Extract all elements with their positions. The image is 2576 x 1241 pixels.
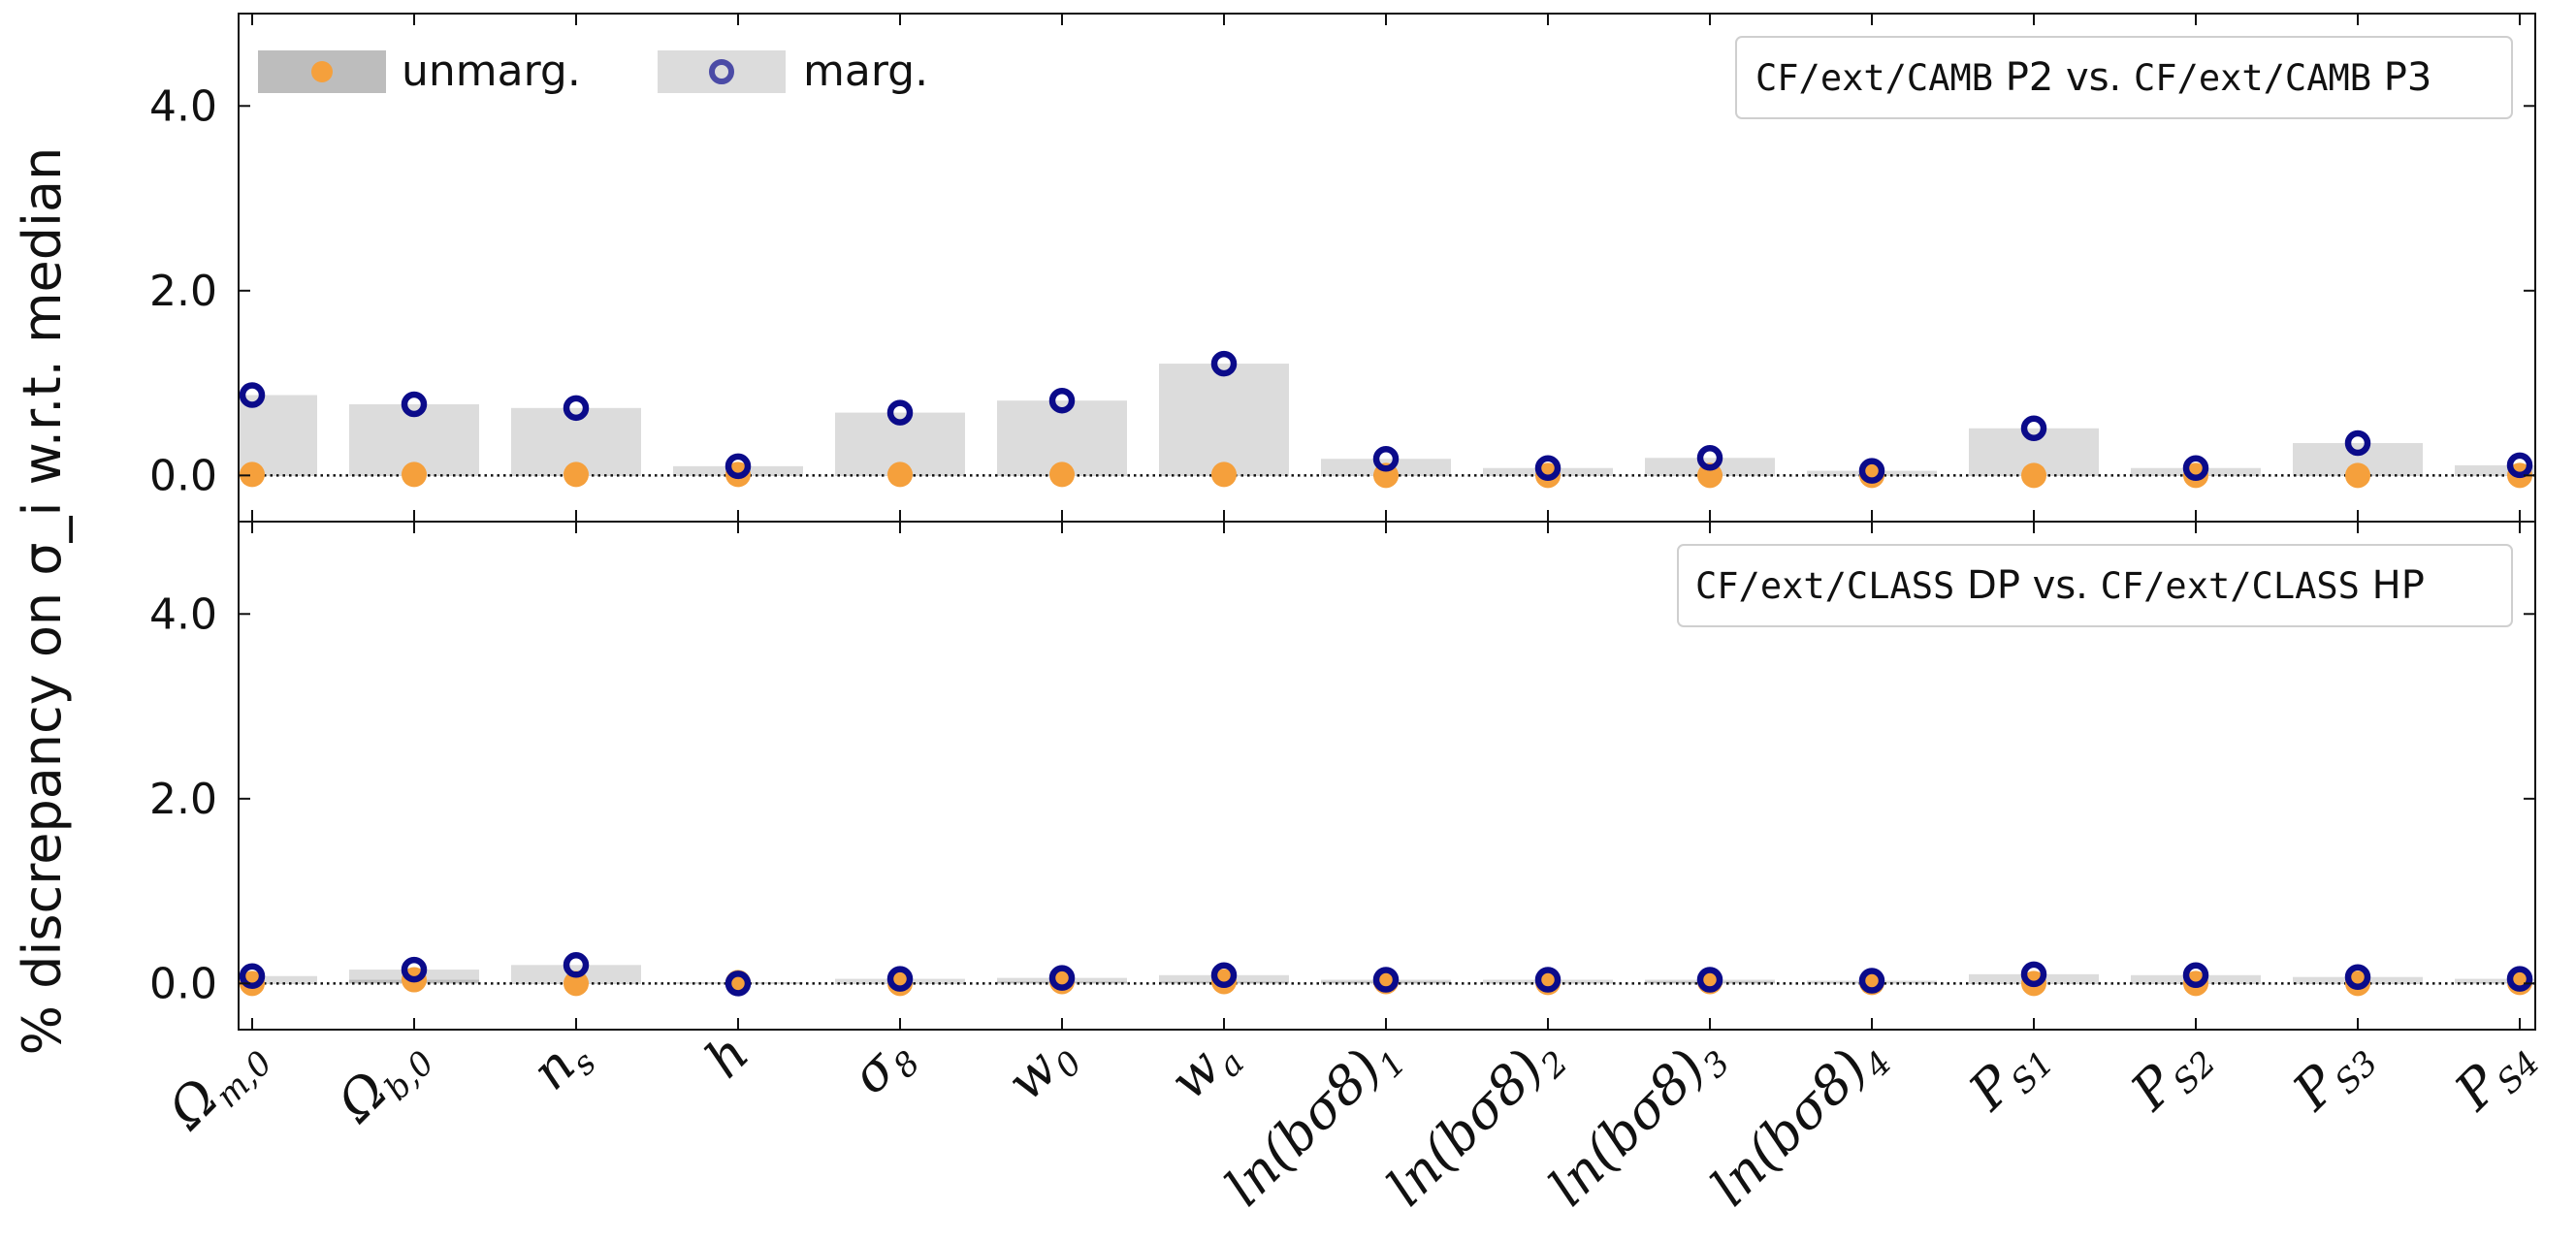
svg-text:CF/ext/CAMB P2 vs. CF/ext/CAMB: CF/ext/CAMB P2 vs. CF/ext/CAMB P3 <box>1755 55 2431 100</box>
marg-point <box>2506 966 2533 992</box>
y-tick-label: 0.0 <box>149 451 217 500</box>
marg-point <box>886 966 914 992</box>
panel-1-title-code1: CF/ext/CAMB <box>1755 57 1993 99</box>
marg-point <box>1858 458 1885 484</box>
panel-1-title-code2: CF/ext/CAMB <box>2134 57 2371 99</box>
panel-2-title-box <box>1677 544 2513 627</box>
legend-unmarg-label: unmarg. <box>402 47 581 96</box>
panel-2-title: CF/ext/CLASS DP vs. CF/ext/CLASS HP <box>1677 544 2513 627</box>
x-tick-label: ln(bσ8)3 <box>1537 1023 1738 1224</box>
panel-2-points <box>239 952 2533 997</box>
unmarg-point <box>1049 461 1075 488</box>
x-tick-label: ns <box>520 1023 604 1107</box>
x-tick-labels: Ωm,0 Ωb,0 ns h σ8 w0 waln(bσ8)1ln(bσ8)2ln(bσ8)… <box>156 1023 2548 1224</box>
x-tick-label: PS1 <box>1956 1023 2061 1128</box>
panel-1-title-box <box>1735 36 2513 119</box>
panel-1-points <box>239 350 2533 489</box>
unmarg-bar <box>2455 475 2535 476</box>
marg-point <box>2182 962 2209 989</box>
panel-2-title-text2: HP <box>2360 563 2425 608</box>
panel-1-title-text2: P3 <box>2371 55 2431 100</box>
unmarg-point <box>1211 969 1237 995</box>
marg-point <box>1696 967 1723 993</box>
x-tick-label: h <box>693 1023 760 1090</box>
legend-marg-label: marg. <box>803 47 928 96</box>
marg-point <box>401 391 428 418</box>
marg-point <box>1210 350 1238 377</box>
x-tick-label: ln(bσ8)1 <box>1213 1023 1414 1224</box>
unmarg-point <box>2021 462 2046 489</box>
x-tick-label: Ωm,0 <box>156 1023 280 1147</box>
y-tick-label: 4.0 <box>149 81 217 131</box>
marg-point <box>1534 455 1562 481</box>
marg-point <box>2020 415 2047 442</box>
marg-bar <box>2455 978 2535 984</box>
marg-point <box>1372 445 1400 472</box>
unmarg-point <box>2345 971 2370 997</box>
svg-text:CF/ext/CLASS DP vs. CF/ext/CLA: CF/ext/CLASS DP vs. CF/ext/CLASS HP <box>1695 563 2425 608</box>
marg-point <box>563 952 590 978</box>
y-tick-label: 2.0 <box>149 775 217 824</box>
y-tick-label: 0.0 <box>149 959 217 1008</box>
panel-2-title-text1: DP vs. <box>1954 563 2100 608</box>
legend-unmarg-marker <box>311 61 333 82</box>
legend-marg-bar-swatch <box>658 50 786 93</box>
marg-point <box>724 971 752 997</box>
x-tick-label: Ωb,0 <box>325 1023 442 1140</box>
legend: unmarg. marg. <box>258 47 928 96</box>
marg-bar <box>2455 464 2535 476</box>
panel-2-title-code1: CF/ext/CLASS <box>1695 565 1954 607</box>
bars-layer <box>239 364 2535 984</box>
marg-point <box>1048 387 1076 414</box>
marg-point <box>2344 964 2371 990</box>
marg-point <box>239 963 266 989</box>
x-tick-label: w0 <box>995 1023 1090 1118</box>
unmarg-point <box>887 461 913 488</box>
y-tick-label: 4.0 <box>149 589 217 639</box>
unmarg-bar <box>2455 982 2535 984</box>
unmarg-point <box>564 461 589 488</box>
marg-point <box>886 399 914 426</box>
marg-point <box>239 382 266 408</box>
x-tick-label: wa <box>1158 1023 1252 1117</box>
marg-point <box>401 956 428 983</box>
unmarg-point <box>240 461 265 488</box>
unmarg-point <box>402 461 427 488</box>
marg-point <box>724 453 752 480</box>
unmarg-point <box>2345 462 2370 489</box>
marg-point <box>1372 967 1400 993</box>
x-tick-label: PS3 <box>2280 1023 2385 1128</box>
points-layer <box>239 350 2533 997</box>
marg-point <box>2182 455 2209 481</box>
marg-point <box>1210 962 1238 989</box>
marg-bar <box>239 975 317 984</box>
unmarg-point <box>1211 461 1237 488</box>
marg-point <box>1858 968 1885 994</box>
panel-1-title: CF/ext/CAMB P2 vs. CF/ext/CAMB P3 <box>1735 36 2513 119</box>
x-tick-label: ln(bσ8)2 <box>1375 1023 1576 1224</box>
unmarg-point <box>1697 462 1723 489</box>
y-axis-label: % discrepancy on σ_i w.r.t. median <box>12 147 73 1056</box>
ticks-layer: 0.0 2.0 4.0 0.0 2.0 4.0 <box>149 14 2535 1030</box>
marg-point <box>2020 961 2047 988</box>
x-tick-label: ln(bσ8)4 <box>1699 1023 1900 1224</box>
panel-1-bars <box>239 364 2535 476</box>
marg-point <box>563 395 590 422</box>
marg-point <box>2506 452 2533 479</box>
marg-point <box>1048 965 1076 991</box>
x-tick-label: σ8 <box>839 1023 928 1112</box>
y-tick-label: 2.0 <box>149 267 217 316</box>
x-tick-label: PS4 <box>2442 1023 2547 1128</box>
marg-point <box>2344 430 2371 457</box>
unmarg-point <box>564 971 589 997</box>
panel-2-title-code2: CF/ext/CLASS <box>2101 565 2360 607</box>
x-tick-label: PS2 <box>2118 1023 2223 1128</box>
legend-marg-marker <box>709 59 734 84</box>
marg-point <box>1696 445 1723 471</box>
marg-bar <box>1159 364 1289 476</box>
marg-point <box>1534 967 1562 993</box>
panel-1-title-text1: P2 vs. <box>1993 55 2134 100</box>
